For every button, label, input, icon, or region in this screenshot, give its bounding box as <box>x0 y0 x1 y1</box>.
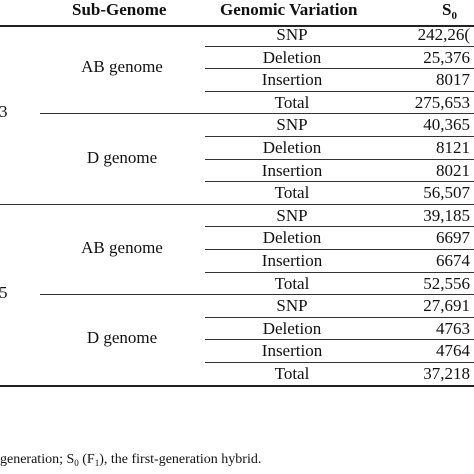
variation-cell: Total <box>274 364 310 383</box>
header-genomic-variation: Genomic Variation <box>220 0 358 19</box>
variation-cell: SNP <box>276 205 308 225</box>
value-cell: 275,653 <box>414 92 470 112</box>
group-label: 3 <box>0 102 8 122</box>
bottom-rule <box>0 384 474 387</box>
sub-genome-label: AB genome <box>81 238 163 257</box>
footnote: generation; S0 (F1), the first-generatio… <box>0 452 262 468</box>
variation-cell: Deletion <box>262 138 322 157</box>
row-rule <box>205 68 474 70</box>
value-cell: 4764 <box>436 341 470 361</box>
row-rule <box>205 294 474 296</box>
header-rule <box>0 25 474 27</box>
value-cell: 6674 <box>436 251 470 270</box>
variation-cell: Insertion <box>261 251 323 270</box>
row-rule <box>205 362 474 363</box>
row-rule <box>205 226 474 228</box>
row-rule <box>205 339 474 341</box>
value-cell: 27,691 <box>423 296 470 316</box>
variation-cell: Insertion <box>261 160 323 180</box>
row-rule <box>205 136 474 137</box>
variation-cell: Total <box>274 183 310 203</box>
value-cell: 6697 <box>436 228 470 248</box>
variation-cell: Deletion <box>262 318 322 338</box>
value-cell: 37,218 <box>423 364 470 383</box>
group-label: 5 <box>0 283 8 303</box>
variation-cell: Deletion <box>262 47 322 67</box>
row-rule <box>205 181 474 183</box>
variation-cell: Insertion <box>261 341 323 361</box>
row-rule <box>205 203 474 205</box>
value-cell: 8121 <box>436 138 470 157</box>
value-cell: 25,376 <box>423 47 470 67</box>
header-s0: S0 <box>442 0 457 22</box>
row-rule <box>205 90 474 92</box>
sub-genome-label: AB genome <box>81 57 163 77</box>
sub-genome-label: D genome <box>86 147 158 167</box>
variation-cell: Insertion <box>261 70 323 90</box>
variation-cell: SNP <box>276 115 308 135</box>
value-cell: 8021 <box>436 160 470 180</box>
row-rule <box>205 271 474 273</box>
header-sub-genome: Sub-Genome <box>72 0 167 19</box>
variation-cell: SNP <box>276 296 308 316</box>
row-rule <box>205 113 474 115</box>
variation-cell: SNP <box>276 25 308 44</box>
value-cell: 40,365 <box>423 115 470 135</box>
variation-cell: Deletion <box>262 228 322 248</box>
value-cell: 56,507 <box>423 183 470 203</box>
value-cell: 8017 <box>436 70 470 90</box>
row-rule <box>205 249 474 250</box>
row-rule <box>205 316 474 318</box>
row-rule <box>205 45 474 47</box>
value-cell: 52,556 <box>423 273 470 293</box>
variation-cell: Total <box>274 92 310 112</box>
variation-cell: Total <box>274 273 310 293</box>
value-cell: 39,185 <box>423 205 470 225</box>
row-rule <box>205 158 474 160</box>
sub-genome-label: D genome <box>86 328 158 348</box>
value-cell: 242,26( <box>417 25 470 44</box>
value-cell: 4763 <box>436 318 470 338</box>
